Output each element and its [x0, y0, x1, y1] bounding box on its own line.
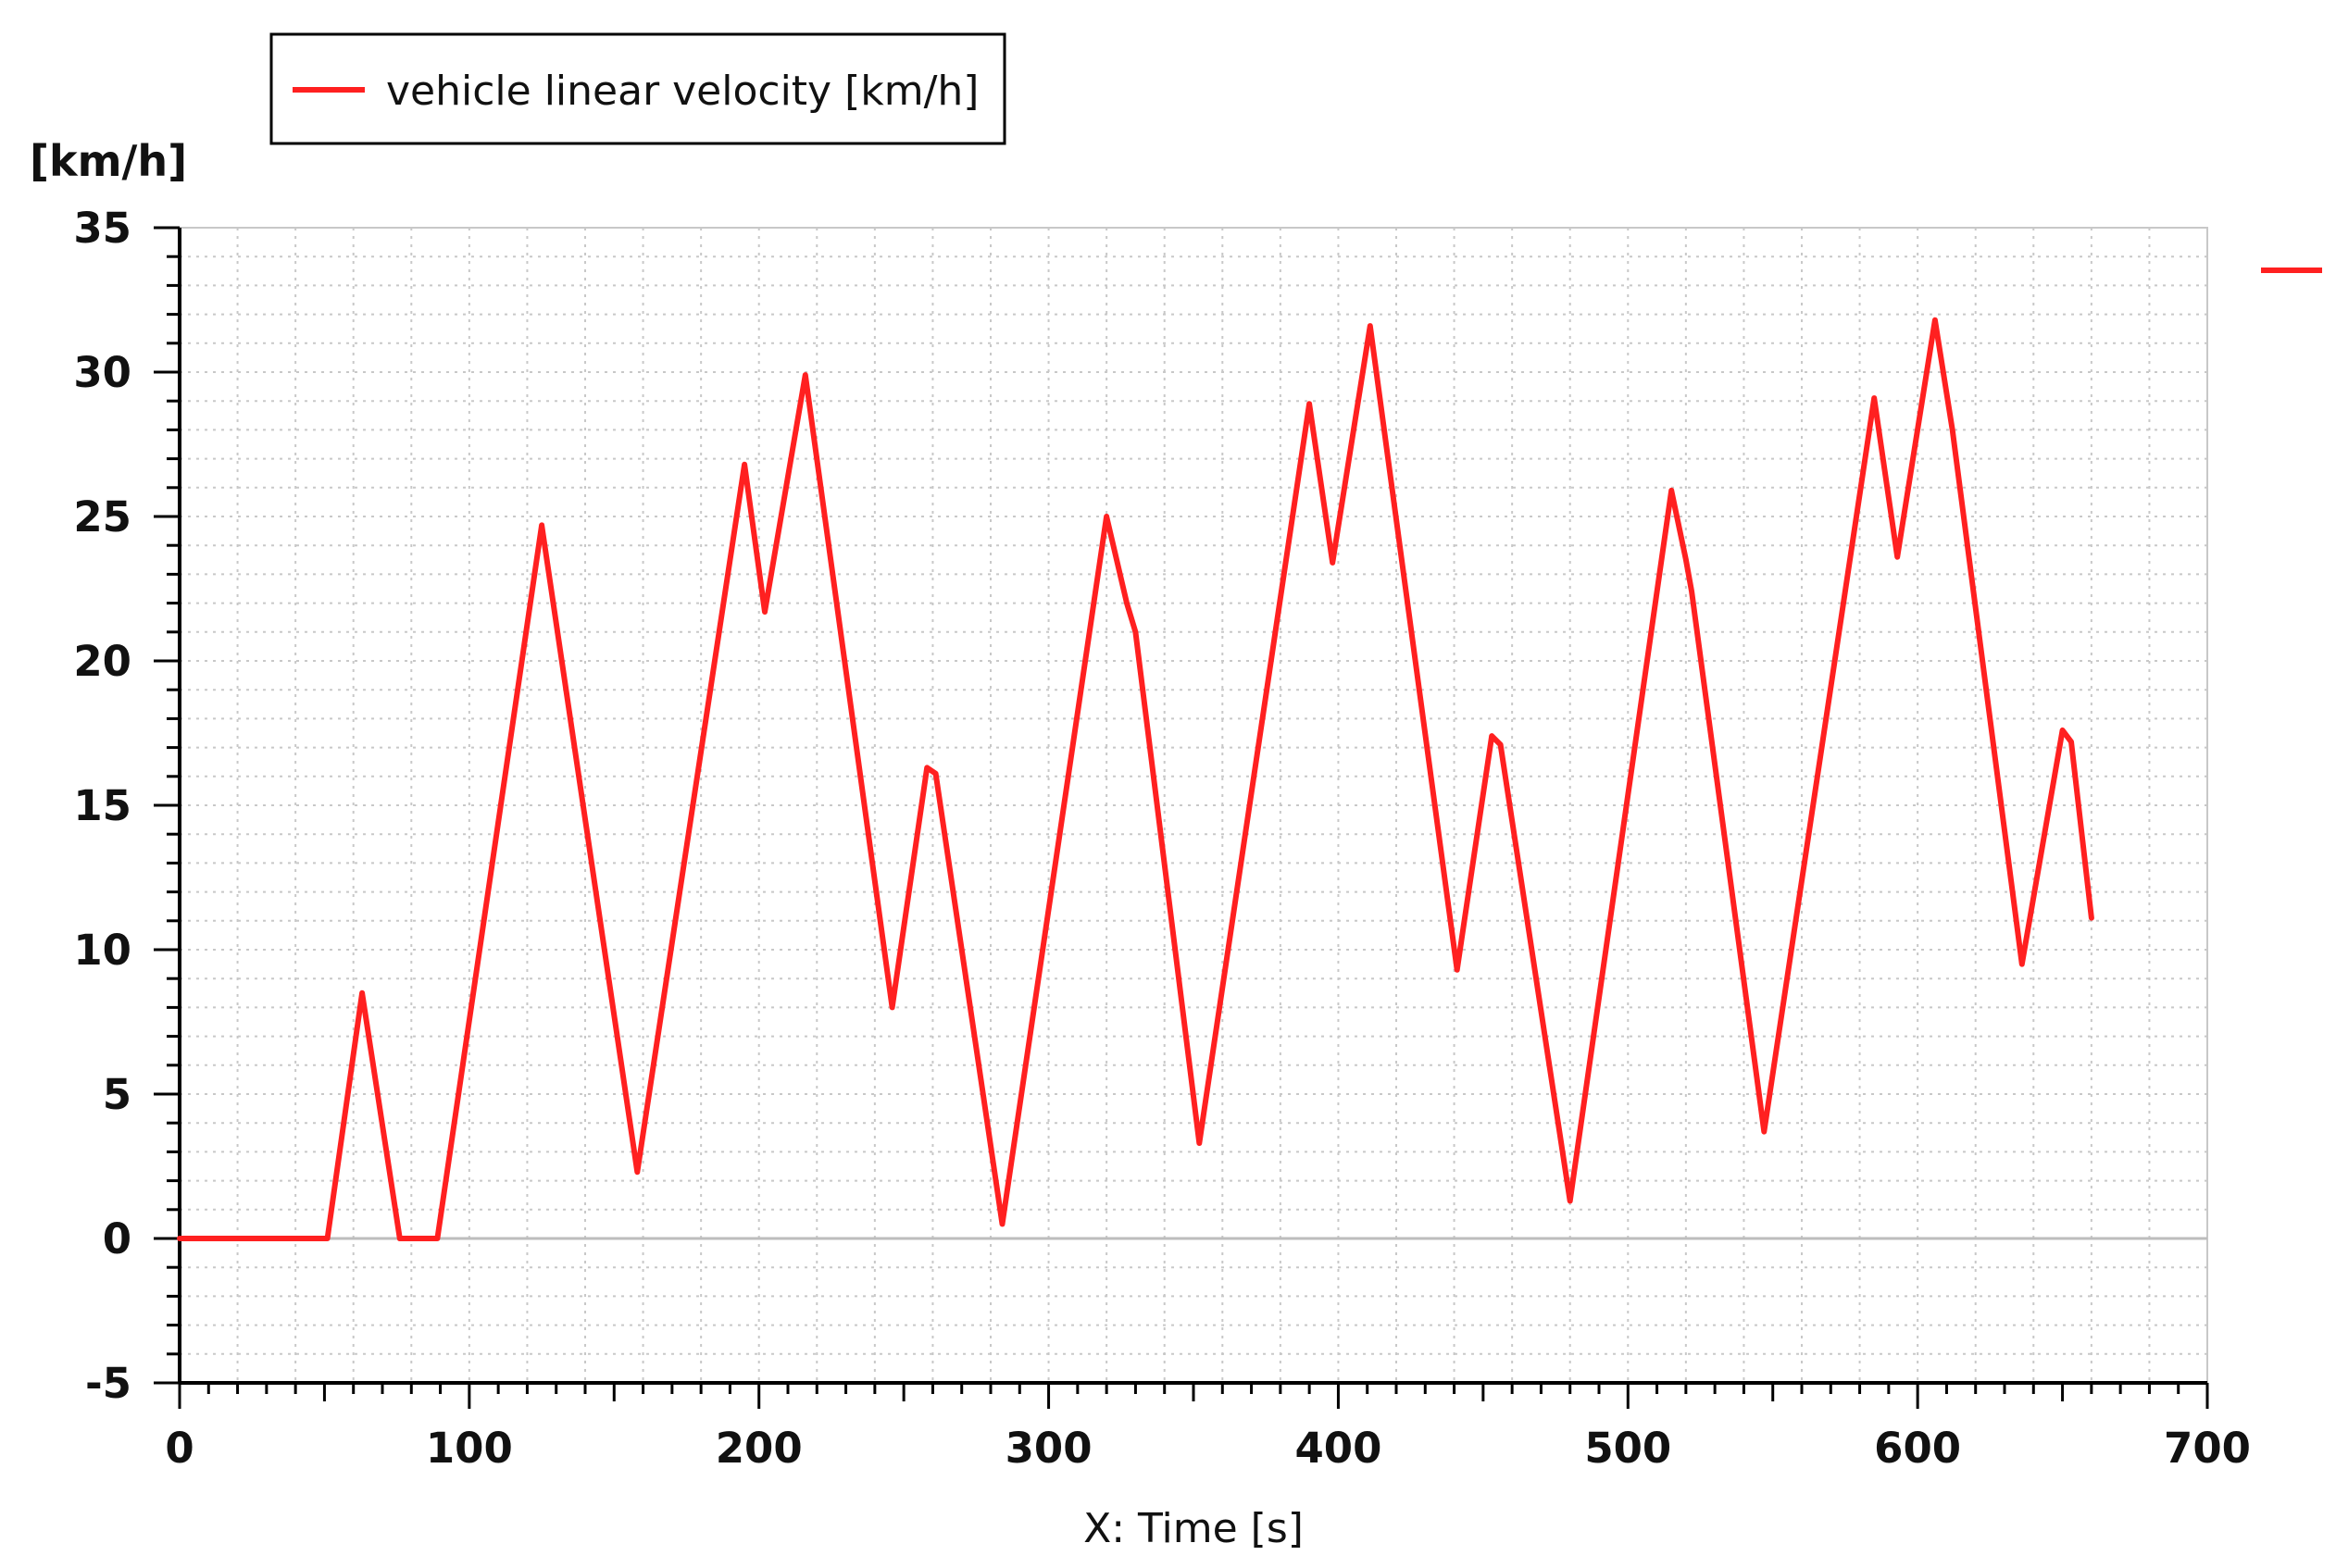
- x-tick-label: 200: [716, 1424, 803, 1473]
- x-tick-label: 700: [2164, 1424, 2251, 1473]
- legend-label: vehicle linear velocity [km/h]: [386, 68, 979, 115]
- y-tick-label: 15: [73, 781, 131, 830]
- legend-box: [269, 32, 1006, 145]
- x-tick-label: 400: [1294, 1424, 1381, 1473]
- y-axis-unit-label: [km/h]: [30, 136, 187, 186]
- y-tick-label: 35: [73, 204, 131, 253]
- x-tick-labels: 0 100 200 300 400 500 600 700: [165, 1424, 2251, 1473]
- y-tick-label: -5: [85, 1359, 131, 1408]
- x-axis-title: X: Time [s]: [1083, 1505, 1304, 1552]
- x-tick-label: 0: [165, 1424, 194, 1473]
- plot-area: [179, 227, 2208, 1384]
- y-tick-label: 0: [103, 1214, 131, 1263]
- y-tick-label: 5: [103, 1070, 131, 1119]
- x-tick-label: 100: [426, 1424, 513, 1473]
- y-tick-labels: -5 0 5 10 15 20 25 30 35: [73, 204, 131, 1408]
- legend: vehicle linear velocity [km/h]: [269, 32, 1006, 145]
- y-tick-label: 20: [73, 637, 131, 686]
- x-tick-label: 500: [1584, 1424, 1671, 1473]
- x-tick-label: 600: [1874, 1424, 1961, 1473]
- y-tick-label: 30: [73, 348, 131, 397]
- axes: [154, 226, 2209, 1409]
- y-tick-label: 25: [73, 492, 131, 541]
- x-tick-label: 300: [1006, 1424, 1093, 1473]
- series-line-vehicle-velocity: [177, 317, 2094, 1241]
- y-tick-label: 10: [73, 926, 131, 975]
- series-layer: [177, 317, 2094, 1241]
- grid: [179, 227, 2208, 1384]
